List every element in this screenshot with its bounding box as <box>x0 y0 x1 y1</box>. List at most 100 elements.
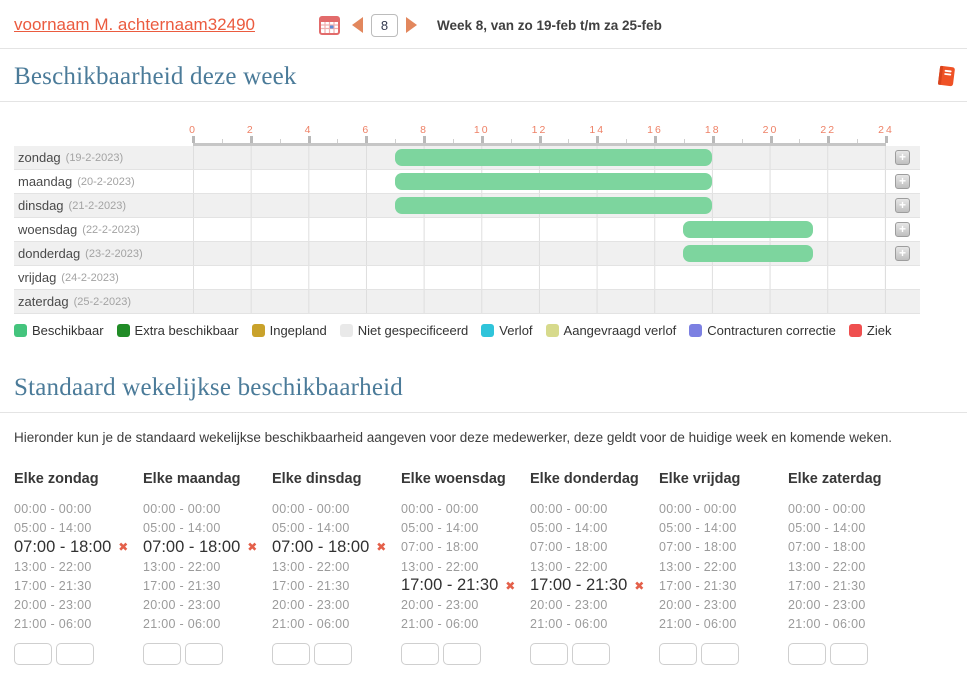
remove-slot-icon[interactable]: ✖ <box>376 540 387 555</box>
time-slot-option[interactable]: 13:00 - 22:00 <box>659 557 788 576</box>
time-slot-option[interactable]: 13:00 - 22:00 <box>14 557 143 576</box>
time-slot-option[interactable]: 21:00 - 06:00 <box>143 615 272 634</box>
time-slot-option[interactable]: 13:00 - 22:00 <box>401 557 530 576</box>
availability-bar[interactable] <box>394 173 712 190</box>
time-slot-option[interactable]: 05:00 - 14:00 <box>272 518 401 537</box>
time-slot-option[interactable]: 00:00 - 00:00 <box>272 499 401 518</box>
start-time-input[interactable] <box>14 643 52 666</box>
time-slot-option[interactable]: 21:00 - 06:00 <box>401 615 530 634</box>
add-availability-button[interactable]: + <box>895 150 910 165</box>
availability-bar[interactable] <box>683 245 813 262</box>
logbook-icon[interactable] <box>936 65 957 88</box>
time-slot-option[interactable]: 07:00 - 18:00 ✖ <box>14 538 143 557</box>
weekday-column-title: Elke donderdag <box>530 471 639 487</box>
legend-item: Verlof <box>481 323 533 338</box>
time-slot-option[interactable]: 00:00 - 00:00 <box>401 499 530 518</box>
time-slot-option[interactable]: 00:00 - 00:00 <box>530 499 659 518</box>
time-slot-option[interactable]: 17:00 - 21:30 ✖ <box>401 576 530 595</box>
time-slot-option[interactable]: 05:00 - 14:00 <box>143 518 272 537</box>
time-slot-option[interactable]: 20:00 - 23:00 <box>788 595 917 614</box>
start-time-input[interactable] <box>143 643 181 666</box>
time-slot-option[interactable]: 21:00 - 06:00 <box>530 615 659 634</box>
start-time-input[interactable] <box>659 643 697 666</box>
time-slot-option[interactable]: 20:00 - 23:00 <box>14 595 143 614</box>
time-slot-option[interactable]: 17:00 - 21:30 ✖ <box>530 576 659 595</box>
time-slot-option[interactable]: 20:00 - 23:00 <box>143 595 272 614</box>
time-slot-option[interactable]: 05:00 - 14:00 <box>14 518 143 537</box>
time-slot-option[interactable]: 21:00 - 06:00 <box>788 615 917 634</box>
end-time-input[interactable] <box>314 643 352 666</box>
time-slot-option[interactable]: 13:00 - 22:00 <box>272 557 401 576</box>
time-slot-option[interactable]: 17:00 - 21:30 <box>272 576 401 595</box>
add-availability-button[interactable]: + <box>895 246 910 261</box>
time-slot-option[interactable]: 00:00 - 00:00 <box>659 499 788 518</box>
major-tick <box>423 136 426 143</box>
timeline-row: zaterdag (25-2-2023) <box>14 290 920 314</box>
time-slot-option[interactable]: 17:00 - 21:30 <box>143 576 272 595</box>
start-time-input[interactable] <box>401 643 439 666</box>
calendar-icon[interactable] <box>318 15 340 35</box>
time-slot-option[interactable]: 07:00 - 18:00 <box>788 538 917 557</box>
time-slot-option[interactable]: 00:00 - 00:00 <box>14 499 143 518</box>
time-slot-option[interactable]: 00:00 - 00:00 <box>143 499 272 518</box>
end-time-input[interactable] <box>830 643 868 666</box>
time-slot-option[interactable]: 20:00 - 23:00 <box>530 595 659 614</box>
weekday-column-title: Elke woensdag <box>401 471 506 487</box>
start-time-input[interactable] <box>788 643 826 666</box>
time-slot-option[interactable]: 13:00 - 22:00 <box>530 557 659 576</box>
time-slot-option[interactable]: 00:00 - 00:00 <box>788 499 917 518</box>
start-time-input[interactable] <box>530 643 568 666</box>
legend-label: Ziek <box>866 323 892 338</box>
time-slot-option[interactable]: 17:00 - 21:30 <box>659 576 788 595</box>
remove-slot-icon[interactable]: ✖ <box>634 578 645 593</box>
time-slot-option[interactable]: 07:00 - 18:00 <box>659 538 788 557</box>
availability-bar[interactable] <box>394 149 712 166</box>
time-slot-option[interactable]: 21:00 - 06:00 <box>272 615 401 634</box>
time-slot-option[interactable]: 20:00 - 23:00 <box>659 595 788 614</box>
time-slot-option[interactable]: 13:00 - 22:00 <box>143 557 272 576</box>
remove-slot-icon[interactable]: ✖ <box>247 540 258 555</box>
time-slot-option[interactable]: 07:00 - 18:00 ✖ <box>143 538 272 557</box>
time-slot-option[interactable]: 20:00 - 23:00 <box>272 595 401 614</box>
axis-tick-label: 0 <box>189 124 197 136</box>
time-slot-option[interactable]: 17:00 - 21:30 <box>788 576 917 595</box>
end-time-input[interactable] <box>56 643 94 666</box>
time-slot-option[interactable]: 21:00 - 06:00 <box>14 615 143 634</box>
time-slot-option[interactable]: 07:00 - 18:00 <box>530 538 659 557</box>
time-slot-option[interactable]: 07:00 - 18:00 <box>401 538 530 557</box>
time-slot-option[interactable]: 05:00 - 14:00 <box>401 518 530 537</box>
remove-slot-icon[interactable]: ✖ <box>505 578 516 593</box>
time-slot-option[interactable]: 20:00 - 23:00 <box>401 595 530 614</box>
new-slot-inputs <box>14 643 143 666</box>
add-availability-button[interactable]: + <box>895 222 910 237</box>
time-slot-label: 17:00 - 21:30 <box>272 578 350 593</box>
add-availability-button[interactable]: + <box>895 198 910 213</box>
availability-bar[interactable] <box>394 197 712 214</box>
previous-week-button[interactable] <box>351 17 363 33</box>
time-slot-label: 00:00 - 00:00 <box>788 501 866 516</box>
end-time-input[interactable] <box>443 643 481 666</box>
remove-slot-icon[interactable]: ✖ <box>118 540 129 555</box>
employee-name-link[interactable]: voornaam M. achternaam32490 <box>14 15 255 34</box>
start-time-input[interactable] <box>272 643 310 666</box>
add-cell <box>886 290 919 313</box>
weekday-column-title: Elke dinsdag <box>272 471 362 487</box>
time-slot-option[interactable]: 05:00 - 14:00 <box>659 518 788 537</box>
week-number-input[interactable] <box>370 13 398 37</box>
day-date: (21-2-2023) <box>68 199 127 212</box>
add-availability-button[interactable]: + <box>895 174 910 189</box>
end-time-input[interactable] <box>572 643 610 666</box>
time-slot-option[interactable]: 13:00 - 22:00 <box>788 557 917 576</box>
next-week-button[interactable] <box>405 17 417 33</box>
time-slot-option[interactable]: 05:00 - 14:00 <box>788 518 917 537</box>
end-time-input[interactable] <box>185 643 223 666</box>
time-slot-label: 13:00 - 22:00 <box>530 559 608 574</box>
end-time-input[interactable] <box>701 643 739 666</box>
minor-tick <box>857 139 859 143</box>
time-slot-option[interactable]: 21:00 - 06:00 <box>659 615 788 634</box>
time-slot-option[interactable]: 17:00 - 21:30 <box>14 576 143 595</box>
availability-bar[interactable] <box>683 221 813 238</box>
time-slot-option[interactable]: 05:00 - 14:00 <box>530 518 659 537</box>
time-slot-label: 20:00 - 23:00 <box>659 598 737 613</box>
time-slot-option[interactable]: 07:00 - 18:00 ✖ <box>272 538 401 557</box>
